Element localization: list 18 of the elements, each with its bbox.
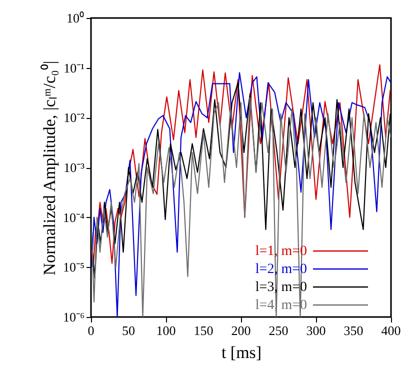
y-tick-label: 10⁻⁵ [62, 260, 84, 275]
y-axis-title: Normalized Amplitude, |cₗᵐ/c₀⁰| [40, 60, 59, 276]
y-tick-label: 10⁻³ [64, 160, 85, 175]
y-tick-label: 10⁻⁴ [62, 210, 85, 225]
x-tick-label: 0 [88, 323, 94, 338]
y-tick-label: 10⁻¹ [64, 60, 85, 76]
x-tick-label: 100 [156, 323, 176, 338]
y-tick-label: 10⁰ [66, 10, 84, 26]
x-tick-label: 250 [268, 323, 288, 338]
y-tick-label: 10⁻² [64, 110, 85, 126]
y-tick-label: 10⁻⁶ [62, 310, 84, 324]
x-tick-label: 400 [381, 323, 401, 338]
x-tick-label: 300 [306, 323, 326, 338]
x-tick-label: 200 [231, 323, 251, 338]
x-axis-title: t [ms] [221, 343, 262, 362]
x-tick-label: 50 [122, 323, 135, 338]
x-tick-label: 350 [344, 323, 364, 338]
x-tick-label: 150 [194, 323, 214, 338]
